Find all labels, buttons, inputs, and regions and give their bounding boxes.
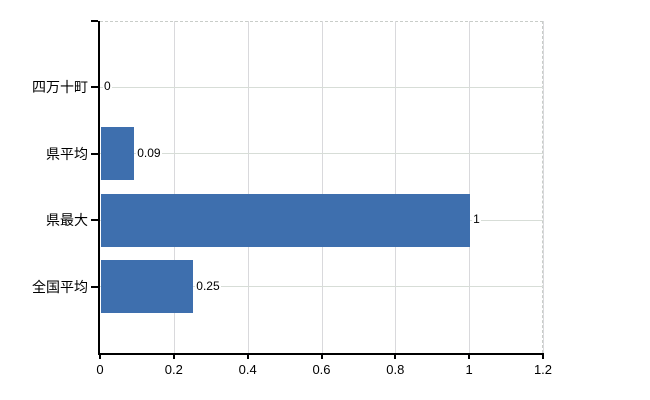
data-label: 1 — [472, 212, 481, 228]
gridline-vertical — [395, 21, 397, 353]
data-label: 0.25 — [195, 278, 221, 294]
bar-2 — [101, 193, 470, 247]
bar-3 — [101, 260, 193, 314]
gridline-vertical — [321, 21, 323, 353]
y-axis-tick — [91, 152, 98, 155]
gridline-horizontal — [100, 286, 543, 288]
category-label: 県最大 — [46, 212, 88, 229]
gridline-vertical — [469, 21, 471, 353]
x-axis-tick — [394, 355, 397, 359]
x-axis-tick — [320, 355, 323, 359]
x-axis-tick-label: 1 — [465, 362, 473, 377]
gridline-horizontal — [100, 86, 543, 88]
x-axis-tick — [99, 355, 101, 359]
data-label: 0 — [103, 79, 112, 95]
gridline-vertical — [173, 21, 175, 353]
gridline-horizontal — [100, 153, 543, 155]
y-axis-line — [98, 21, 100, 355]
y-axis-tick — [91, 20, 98, 22]
gridline-vertical — [247, 21, 249, 353]
x-axis-tick — [468, 355, 471, 359]
y-axis-tick — [91, 285, 98, 288]
y-axis-tick — [91, 219, 98, 222]
x-axis-tick-label: 0.4 — [238, 362, 257, 377]
category-label: 県平均 — [46, 145, 88, 162]
data-label: 0.09 — [136, 145, 162, 161]
category-label: 四万十町 — [32, 79, 88, 96]
gridline-vertical — [543, 21, 544, 353]
x-axis-tick-label: 0.6 — [312, 362, 331, 377]
x-axis-tick-label: 0.8 — [386, 362, 405, 377]
category-label: 全国平均 — [32, 278, 88, 295]
x-axis-line — [98, 353, 544, 355]
x-axis-tick-label: 0 — [96, 362, 104, 377]
x-axis-tick-label: 1.2 — [533, 362, 553, 377]
x-axis-tick — [542, 355, 544, 359]
x-axis-tick — [172, 355, 175, 359]
x-axis-tick-label: 0.2 — [164, 362, 183, 377]
y-axis-tick — [91, 86, 98, 89]
bar-1 — [101, 127, 134, 181]
x-axis-tick — [246, 355, 249, 359]
